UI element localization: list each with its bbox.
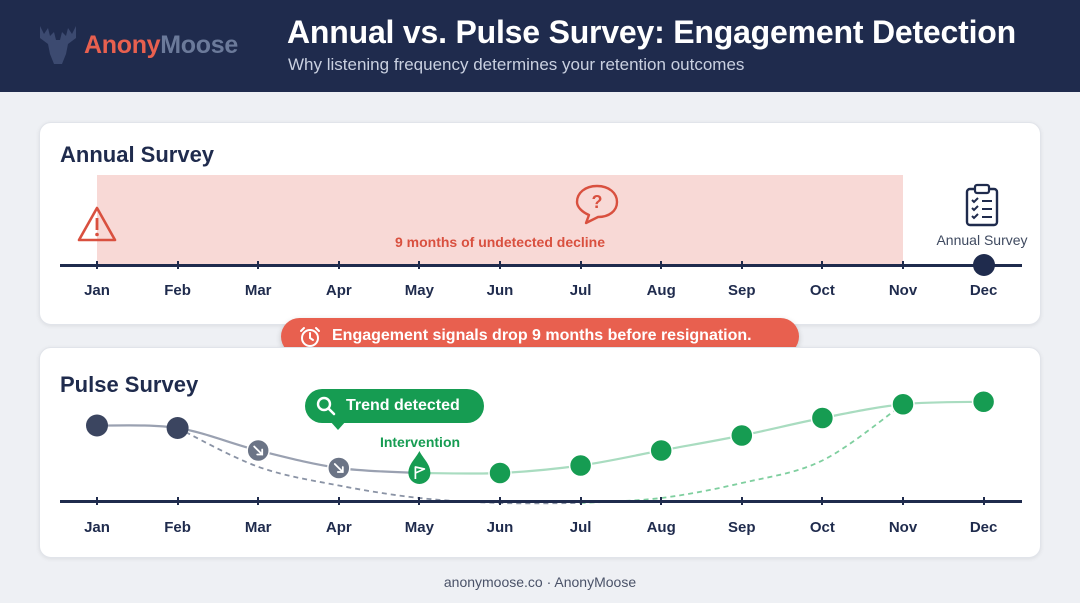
pulse-survey-card: Pulse Survey Trend detected Intervention… [39,347,1041,558]
pulse-tick-jul [579,497,582,505]
pulse-timeline-axis [60,500,1022,503]
trend-detected-label: Trend detected [346,397,460,414]
svg-text:?: ? [592,192,603,212]
annual-month-label-jul: Jul [569,282,592,299]
annual-month-label-oct: Oct [809,282,835,299]
annual-month-label-nov: Nov [888,282,918,299]
annual-survey-marker [973,254,995,276]
annual-month-label-jan: Jan [84,282,110,299]
annual-month-label-apr: Apr [325,282,352,299]
pulse-month-label-nov: Nov [888,519,918,536]
page-title: Annual vs. Pulse Survey: Engagement Dete… [287,14,1016,50]
annual-month-label-mar: Mar [244,282,272,299]
warning-icon [77,206,117,242]
alert-text: Engagement signals drop 9 months before … [332,327,752,344]
trend-detected-callout: Trend detected [305,389,484,423]
footer-credit: anonymoose.co · AnonyMoose [443,574,637,590]
annual-survey-title: Annual Survey [60,142,215,167]
annual-tick-sep [740,261,743,269]
pulse-point-oct [810,406,835,430]
pulse-point-feb [166,417,189,439]
pulse-tick-feb [176,497,179,505]
annual-month-label-dec: Dec [969,282,998,299]
pulse-tick-may [418,497,421,505]
pulse-survey-title: Pulse Survey [60,372,199,397]
annual-tick-feb [176,261,179,269]
annual-tick-jul [579,261,582,269]
pulse-point-jun [488,461,512,485]
pulse-tick-aug [660,497,663,505]
annual-tick-oct [821,261,824,269]
clipboard-checklist-icon [965,183,999,227]
annual-tick-mar [257,261,260,269]
moose-icon [40,26,76,64]
pulse-point-jul [568,453,593,478]
pulse-month-label-feb: Feb [164,519,191,536]
pulse-month-label-jan: Jan [84,519,110,536]
pulse-month-label-may: May [404,519,434,536]
annual-tick-apr [337,261,340,269]
pulse-month-label-sep: Sep [728,519,756,536]
pulse-point-jan [86,414,108,437]
annual-tick-may [418,261,421,269]
annual-month-label-aug: Aug [646,282,676,299]
pulse-point-aug [649,438,673,463]
pulse-month-label-jul: Jul [569,519,592,536]
projected-recovery-line [580,403,904,504]
annual-timeline-axis [60,264,1022,267]
flag-icon [414,466,426,479]
annual-survey-label: Annual Survey [936,232,1028,248]
annual-month-label-feb: Feb [164,282,191,299]
question-bubble-icon: ? [575,184,619,225]
undetected-decline-band: ? 9 months of undetected decline [97,175,903,264]
pulse-tick-sep [740,497,743,505]
intervention-label: Intervention [379,434,461,450]
decline-text: 9 months of undetected decline [394,234,606,250]
arrow-down-right-icon [333,463,344,473]
page-subtitle: Why listening frequency determines your … [288,55,745,74]
pulse-tick-jan [96,497,98,505]
header-bar: AnonyMoose Annual vs. Pulse Survey: Enga… [0,0,1080,92]
projected-decline-line [177,427,581,505]
pulse-tick-nov [902,497,904,505]
annual-month-label-sep: Sep [728,282,756,299]
annual-tick-aug [660,261,663,269]
brand-name: AnonyMoose [84,31,238,59]
search-icon [316,396,336,416]
pulse-month-label-aug: Aug [646,519,676,536]
arrow-down-right-icon [253,445,264,456]
pulse-point-dec [971,390,996,414]
annual-month-label-may: May [404,282,434,299]
pulse-month-label-apr: Apr [325,519,352,536]
annual-tick-jan [96,261,98,269]
pulse-tick-jun [499,497,501,505]
annual-month-label-jun: Jun [486,282,514,299]
annual-survey-card: Annual Survey ? 9 months of undetected d… [39,122,1041,325]
pulse-month-label-dec: Dec [969,519,998,536]
pulse-tick-apr [337,497,340,505]
pulse-tick-dec [982,497,985,505]
pulse-tick-mar [257,497,260,505]
annual-tick-nov [902,261,904,269]
pulse-month-label-oct: Oct [809,519,835,536]
trend-callout-pointer [330,421,346,430]
pulse-month-label-mar: Mar [244,519,272,536]
pulse-point-sep [730,423,754,448]
pulse-chart [86,390,996,505]
pulse-tick-oct [821,497,824,505]
pulse-recovery-line [419,400,984,475]
pulse-month-label-jun: Jun [486,519,514,536]
annual-tick-jun [499,261,501,269]
alarm-clock-icon [300,327,320,347]
pulse-point-nov [891,392,915,416]
